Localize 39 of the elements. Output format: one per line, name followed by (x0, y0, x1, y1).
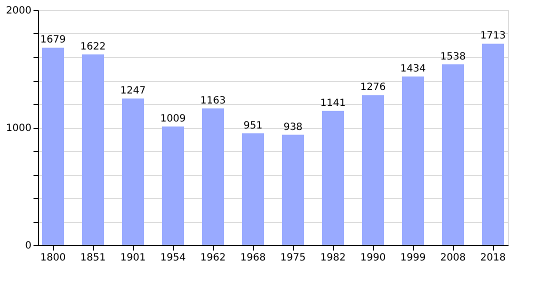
data-label: 1713 (480, 30, 506, 42)
data-label: 1247 (120, 85, 146, 96)
y-tick-label: 1000 (6, 123, 32, 134)
x-tick-label: 1901 (120, 252, 146, 264)
x-tick-label: 1975 (280, 252, 306, 264)
bar (482, 44, 504, 245)
bar (242, 133, 264, 245)
data-label: 1163 (200, 95, 226, 106)
x-tick-label: 1962 (200, 252, 226, 264)
bar (442, 64, 464, 245)
bar (202, 108, 224, 245)
bar (362, 95, 384, 245)
x-tick-label: 1954 (160, 252, 186, 264)
x-tick-label: 1800 (40, 252, 66, 264)
bar (162, 126, 184, 245)
data-label: 1276 (360, 82, 386, 94)
y-tick-label: 0 (25, 240, 32, 252)
x-tick-label: 1999 (400, 252, 426, 264)
x-tick-label: 1968 (240, 252, 266, 264)
bar (402, 76, 424, 245)
bar (322, 110, 344, 245)
data-label: 1538 (440, 51, 466, 62)
data-label: 1622 (80, 41, 106, 52)
x-tick-label: 1982 (320, 252, 346, 264)
data-label: 938 (283, 122, 303, 133)
data-label: 1434 (400, 64, 426, 75)
x-tick-label: 2008 (440, 252, 466, 264)
data-label: 1141 (320, 98, 346, 109)
bar (282, 134, 304, 245)
bar (82, 54, 104, 245)
x-tick-label: 1851 (80, 252, 106, 264)
data-label: 1679 (40, 34, 66, 46)
bar (122, 98, 144, 245)
data-label: 1009 (160, 113, 186, 124)
data-label: 951 (243, 120, 263, 132)
x-tick-label: 2018 (480, 252, 506, 264)
y-tick-label: 2000 (6, 6, 32, 16)
bar (42, 48, 64, 245)
x-tick-label: 1990 (360, 252, 386, 264)
